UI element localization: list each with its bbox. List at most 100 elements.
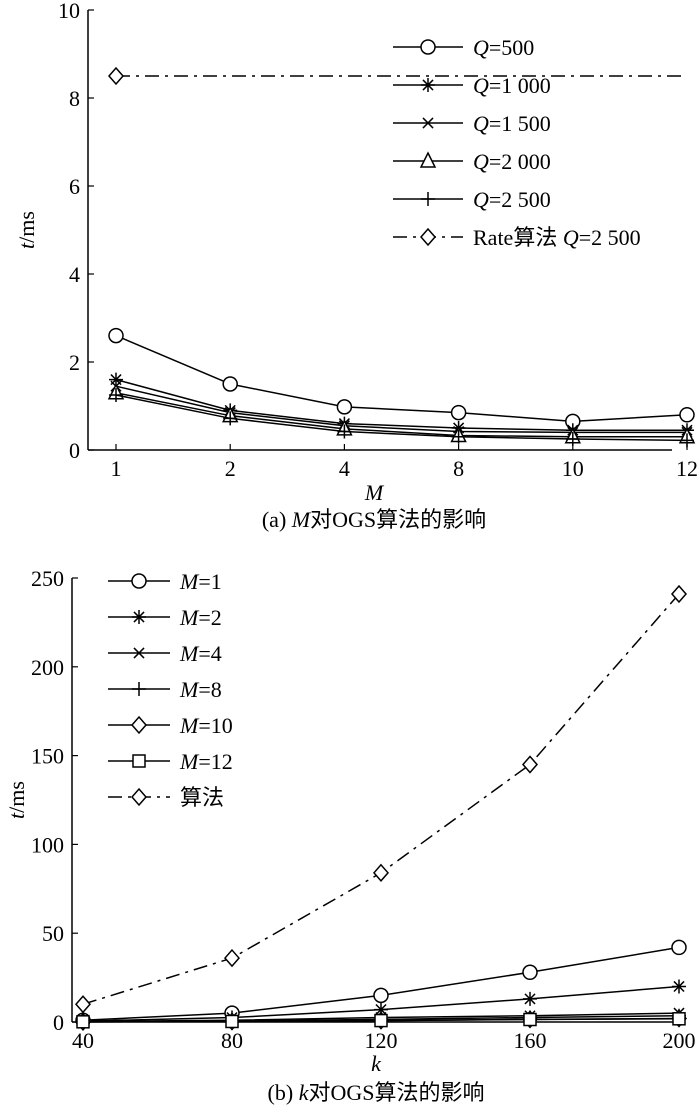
chart-b-y-tick-label: 100 [31, 832, 64, 857]
chart-a-ylabel-var: t [14, 242, 39, 249]
chart-a-x-tick-label: 12 [676, 456, 698, 481]
chart-b-legend: M=1 M=2 M=4 M=8 M=10 M=12 算法 [108, 569, 233, 810]
chart-b-series-6-point [522, 755, 538, 774]
chart-a-y-tick-label: 2 [69, 350, 80, 375]
chart-b-series-5-point [523, 1012, 537, 1027]
chart-b-series-1-point [374, 1002, 388, 1017]
chart-b-series-5-point [76, 1015, 90, 1029]
chart-a-y-tick-label: 0 [69, 438, 80, 463]
chart-b-legend-marker-4 [131, 715, 147, 735]
chart-a-y-tick-label: 6 [69, 174, 80, 199]
chart-a-ylabel: t/ms [14, 211, 39, 249]
chart-a-series-4-point [451, 429, 466, 444]
chart-b-ylabel-var: t [4, 812, 29, 819]
chart-a-series-5-point [108, 66, 124, 86]
chart-b-y-tick-label: 0 [53, 1010, 64, 1035]
chart-b-series-0-point [671, 939, 687, 956]
chart-b-legend-marker-0 [131, 573, 147, 589]
chart-a-legend-label-3: Q=2 000 [473, 149, 551, 174]
chart-b-legend-label-1: M=2 [179, 605, 222, 630]
chart-a-legend-marker-5 [420, 227, 436, 247]
chart-a-series-3-line [115, 392, 687, 438]
chart-b-y-tick-label: 150 [31, 744, 64, 769]
chart-b-x-tick-label: 80 [221, 1028, 243, 1053]
chart-a-series-4-point [223, 411, 238, 426]
chart-a-series-4-line [115, 394, 688, 442]
chart-b-legend-label-6: 算法 [180, 785, 224, 810]
chart-a-x-tick-label: 8 [453, 456, 464, 481]
chart-a-caption-prefix: (a) [262, 507, 292, 532]
chart-a-legend-label-0: Q=500 [473, 35, 534, 60]
chart-b-legend-label-2: M=4 [179, 641, 222, 666]
chart-a-series-4-point [565, 432, 580, 446]
chart-b-series-5-point [374, 1013, 388, 1028]
chart-a-series-0-point [222, 376, 238, 392]
chart-b-legend-label-5: M=12 [179, 749, 233, 774]
chart-b-series-1-point [672, 979, 686, 994]
chart-b-legend-marker-6 [131, 787, 147, 807]
chart-b-series-6-point [671, 584, 687, 604]
chart-b-ylabel-unit: /ms [4, 781, 29, 813]
chart-a-series-0-point [336, 399, 353, 415]
chart-a-caption-rest: 对OGS算法的影响 [310, 507, 486, 532]
chart-a-series-2-line [115, 385, 687, 434]
chart-b-y-ticks: 0 50 100 150 200 250 [31, 566, 78, 1035]
chart-a-caption: (a) M对OGS算法的影响 [262, 507, 486, 532]
chart-a-series-4-point [680, 433, 694, 448]
chart-a-series-group [107, 66, 696, 448]
chart-b-caption-var: k [299, 1080, 310, 1105]
chart-a-series-1-point [109, 372, 123, 387]
chart-b-x-tick-label: 40 [72, 1028, 94, 1053]
chart-a-legend-marker-2 [422, 117, 434, 129]
chart-b-y-tick-label: 250 [31, 566, 64, 591]
chart-a-legend-marker-0 [420, 39, 436, 55]
chart-b-series-1-point [523, 991, 537, 1006]
chart-b-plot-area: 0 50 100 150 200 250 40 80 120 160 200 [31, 566, 696, 1053]
chart-a-legend-label-4: Q=2 500 [473, 187, 551, 212]
chart-b-series-5-point [672, 1012, 686, 1026]
chart-b-series-0-point [373, 987, 389, 1004]
chart-b: 0 50 100 150 200 250 40 80 120 160 200 t/ms k (b)… [4, 566, 696, 1105]
chart-a-ylabel-unit: /ms [14, 211, 39, 243]
chart-a-series-0-point [679, 407, 695, 423]
chart-a-series-0-point [108, 327, 124, 344]
chart-a-y-tick-label: 8 [69, 86, 80, 111]
chart-b-x-ticks: 40 80 120 160 200 [72, 1016, 696, 1053]
chart-a-y-ticks: 0 2 4 6 8 10 [58, 0, 94, 463]
chart-b-legend-label-0: M=1 [179, 569, 222, 594]
chart-b-y-tick-label: 200 [31, 655, 64, 680]
chart-a-series-1-line [115, 378, 687, 431]
chart-b-series-6-point [224, 948, 240, 968]
chart-a-legend-label-1: Q=1 000 [473, 73, 551, 98]
chart-a-x-tick-label: 2 [225, 456, 236, 481]
chart-b-ylabel: t/ms [4, 781, 29, 819]
chart-b-legend-marker-1 [132, 610, 146, 624]
chart-b-legend-marker-5 [132, 754, 146, 768]
chart-b-series-5-point [225, 1014, 239, 1029]
chart-b-x-tick-label: 120 [365, 1028, 398, 1053]
chart-b-caption-rest: 对OGS算法的影响 [308, 1080, 484, 1105]
chart-a-legend-label-5: Rate算法 Q=2 500 [473, 225, 641, 250]
chart-b-legend-label-3: M=8 [179, 677, 222, 702]
chart-b-x-tick-label: 160 [514, 1028, 547, 1053]
chart-a-x-tick-label: 10 [562, 456, 584, 481]
chart-a-x-tick-label: 1 [111, 456, 122, 481]
chart-b-series-0-point [522, 964, 538, 981]
chart-a-y-tick-label: 4 [69, 262, 80, 287]
chart-a-legend-label-2: Q=1 500 [473, 111, 551, 136]
chart-b-y-tick-label: 50 [42, 921, 64, 946]
chart-b-caption: (b) k对OGS算法的影响 [268, 1080, 485, 1105]
chart-a-series-0-line [115, 334, 688, 423]
chart-a-legend-marker-4 [421, 192, 435, 206]
chart-a-x-ticks: 1 2 4 8 10 12 [111, 444, 698, 481]
chart-b-legend-marker-2 [133, 647, 145, 659]
chart-a-x-tick-label: 4 [339, 456, 350, 481]
chart-a-legend: Q=500 Q=1 000 Q=1 500 Q=2 000 Q=2 500 Rate算法 … [393, 35, 641, 250]
chart-b-caption-prefix: (b) [268, 1080, 299, 1105]
chart-b-series-6-point [75, 995, 91, 1014]
chart-b-series-6-point [373, 863, 389, 882]
chart-a-series-4-point [109, 388, 123, 402]
chart-a-y-tick-label: 10 [58, 0, 80, 23]
chart-b-legend-marker-3 [132, 682, 146, 696]
